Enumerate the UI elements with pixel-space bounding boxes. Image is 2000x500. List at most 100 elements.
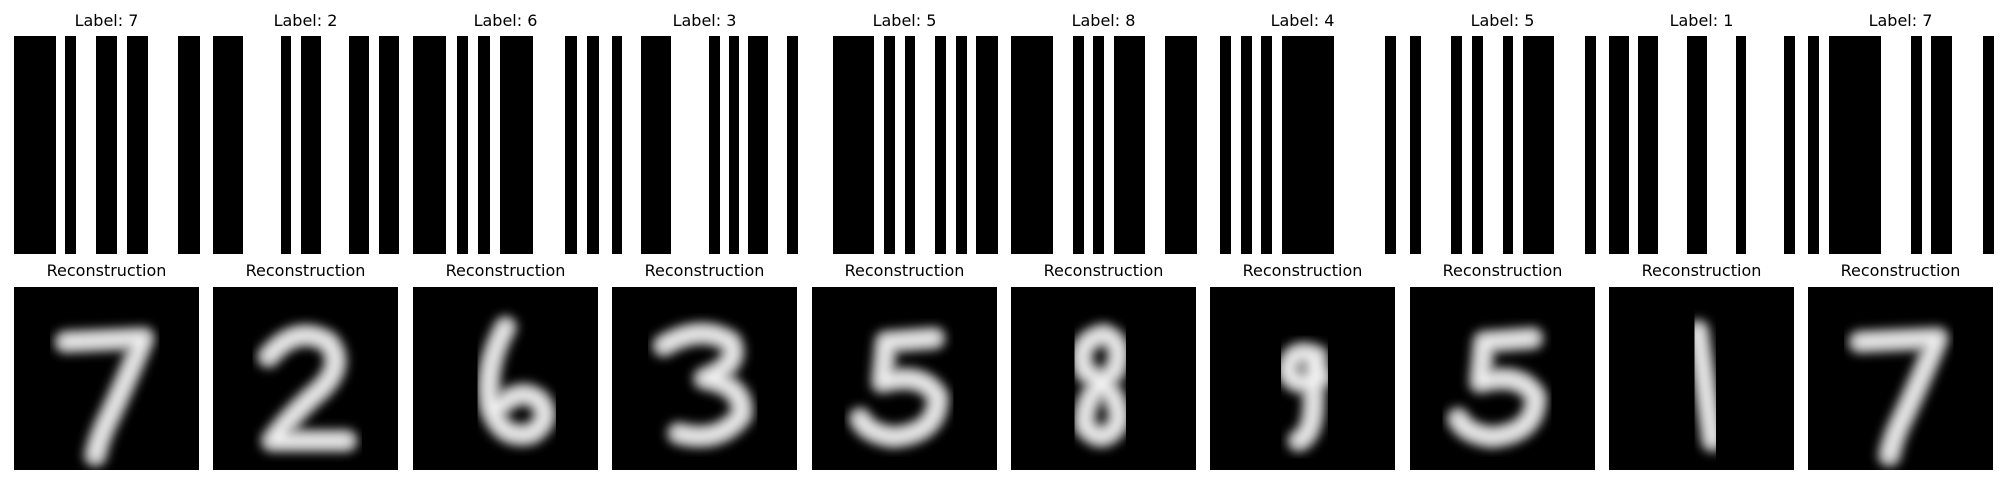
barcode-bar xyxy=(178,36,190,254)
barcode-image xyxy=(1011,36,1197,254)
barcode-bar xyxy=(434,36,447,254)
barcode-bar xyxy=(44,36,56,254)
barcode-bar xyxy=(1113,36,1125,254)
barcode-bar xyxy=(1220,36,1232,254)
reconstruction-image xyxy=(413,287,598,470)
barcode-bar xyxy=(1543,36,1555,254)
reconstruction-title: Reconstruction xyxy=(644,261,765,280)
barcode-bar xyxy=(976,36,988,254)
label-title: Label: 6 xyxy=(473,11,538,30)
barcode-bar xyxy=(1533,36,1545,254)
panel-5: Label: 5 Reconstruction xyxy=(812,0,998,500)
reconstruction-image xyxy=(1210,287,1395,470)
panel-7: Label: 4 Reconstruction xyxy=(1210,0,1396,500)
barcode-bar xyxy=(1838,36,1850,254)
barcode-bar xyxy=(222,36,234,254)
barcode-bar xyxy=(1021,36,1033,254)
barcode-bar xyxy=(106,36,118,254)
panel-9: Label: 1 Reconstruction xyxy=(1609,0,1795,500)
barcode-bar xyxy=(758,36,769,254)
reconstruction-title: Reconstruction xyxy=(1641,261,1762,280)
barcode-bar xyxy=(1093,36,1105,254)
barcode-bar xyxy=(1011,36,1022,254)
barcode-bar xyxy=(478,36,490,254)
barcode-bar xyxy=(1165,36,1177,254)
barcode-bar xyxy=(14,36,25,254)
barcode-bar xyxy=(832,36,844,254)
barcode-bar xyxy=(986,36,998,254)
barcode-bar xyxy=(300,36,311,254)
barcode-bar xyxy=(1261,36,1273,254)
barcode-bar xyxy=(1041,36,1053,254)
barcode-bar xyxy=(935,36,947,254)
barcode-bar xyxy=(1618,36,1630,254)
barcode-bar xyxy=(1931,36,1943,254)
barcode-bar xyxy=(388,36,399,254)
reconstruction-image xyxy=(1609,287,1794,470)
barcode-bar xyxy=(863,36,875,254)
barcode-bar xyxy=(65,36,77,254)
barcode-bar xyxy=(137,36,149,254)
barcode-bar xyxy=(748,36,759,254)
barcode-image xyxy=(213,36,399,254)
reconstruction-image xyxy=(14,287,199,470)
barcode-bar xyxy=(1240,36,1252,254)
barcode-bar xyxy=(1647,36,1659,254)
panel-6: Label: 8 Reconstruction xyxy=(1011,0,1197,500)
barcode-bar xyxy=(565,36,577,254)
barcode-bar xyxy=(1124,36,1135,254)
barcode-bar xyxy=(127,36,138,254)
label-title: Label: 7 xyxy=(74,11,139,30)
barcode-image xyxy=(1609,36,1795,254)
barcode-bar xyxy=(1584,36,1596,254)
panel-3: Label: 6 Reconstruction xyxy=(413,0,599,500)
barcode-bar xyxy=(1735,36,1746,254)
barcode-bar xyxy=(1410,36,1421,254)
barcode-image xyxy=(812,36,998,254)
barcode-bar xyxy=(349,36,360,254)
barcode-bar xyxy=(1696,36,1707,254)
barcode-bar xyxy=(660,36,671,254)
reconstruction-title: Reconstruction xyxy=(1242,261,1363,280)
barcode-bar xyxy=(1072,36,1084,254)
barcode-bar xyxy=(1281,36,1293,254)
barcode-bar xyxy=(1686,36,1698,254)
barcode-image xyxy=(413,36,599,254)
label-title: Label: 7 xyxy=(1868,11,1933,30)
barcode-bar xyxy=(612,36,623,254)
label-title: Label: 2 xyxy=(273,11,338,30)
barcode-bar xyxy=(1471,36,1483,254)
panel-10: Label: 7 Reconstruction xyxy=(1808,0,1994,500)
barcode-bar xyxy=(521,36,534,254)
barcode-image xyxy=(1410,36,1596,254)
barcode-bar xyxy=(310,36,321,254)
barcode-bar xyxy=(1941,36,1953,254)
barcode-bar xyxy=(359,36,370,254)
barcode-bar xyxy=(423,36,436,254)
barcode-bar xyxy=(1185,36,1197,254)
barcode-bar xyxy=(883,36,895,254)
barcode-bar xyxy=(641,36,652,254)
barcode-bar xyxy=(1384,36,1396,254)
label-title: Label: 3 xyxy=(672,11,737,30)
barcode-bar xyxy=(1312,36,1324,254)
label-title: Label: 1 xyxy=(1669,11,1734,30)
barcode-bar xyxy=(1638,36,1649,254)
barcode-bar xyxy=(34,36,46,254)
label-title: Label: 8 xyxy=(1071,11,1136,30)
barcode-bar xyxy=(853,36,864,254)
barcode-bar xyxy=(24,36,36,254)
barcode-bar xyxy=(1609,36,1620,254)
barcode-bar xyxy=(378,36,389,254)
barcode-bar xyxy=(1502,36,1514,254)
barcode-bar xyxy=(1910,36,1922,254)
barcode-bar xyxy=(456,36,468,254)
barcode-bar xyxy=(413,36,425,254)
barcode-bar xyxy=(232,36,243,254)
barcode-bar xyxy=(709,36,720,254)
reconstruction-image xyxy=(812,287,997,470)
barcode-bar xyxy=(728,36,740,254)
barcode-bar xyxy=(1849,36,1860,254)
panel-8: Label: 5 Reconstruction xyxy=(1410,0,1596,500)
